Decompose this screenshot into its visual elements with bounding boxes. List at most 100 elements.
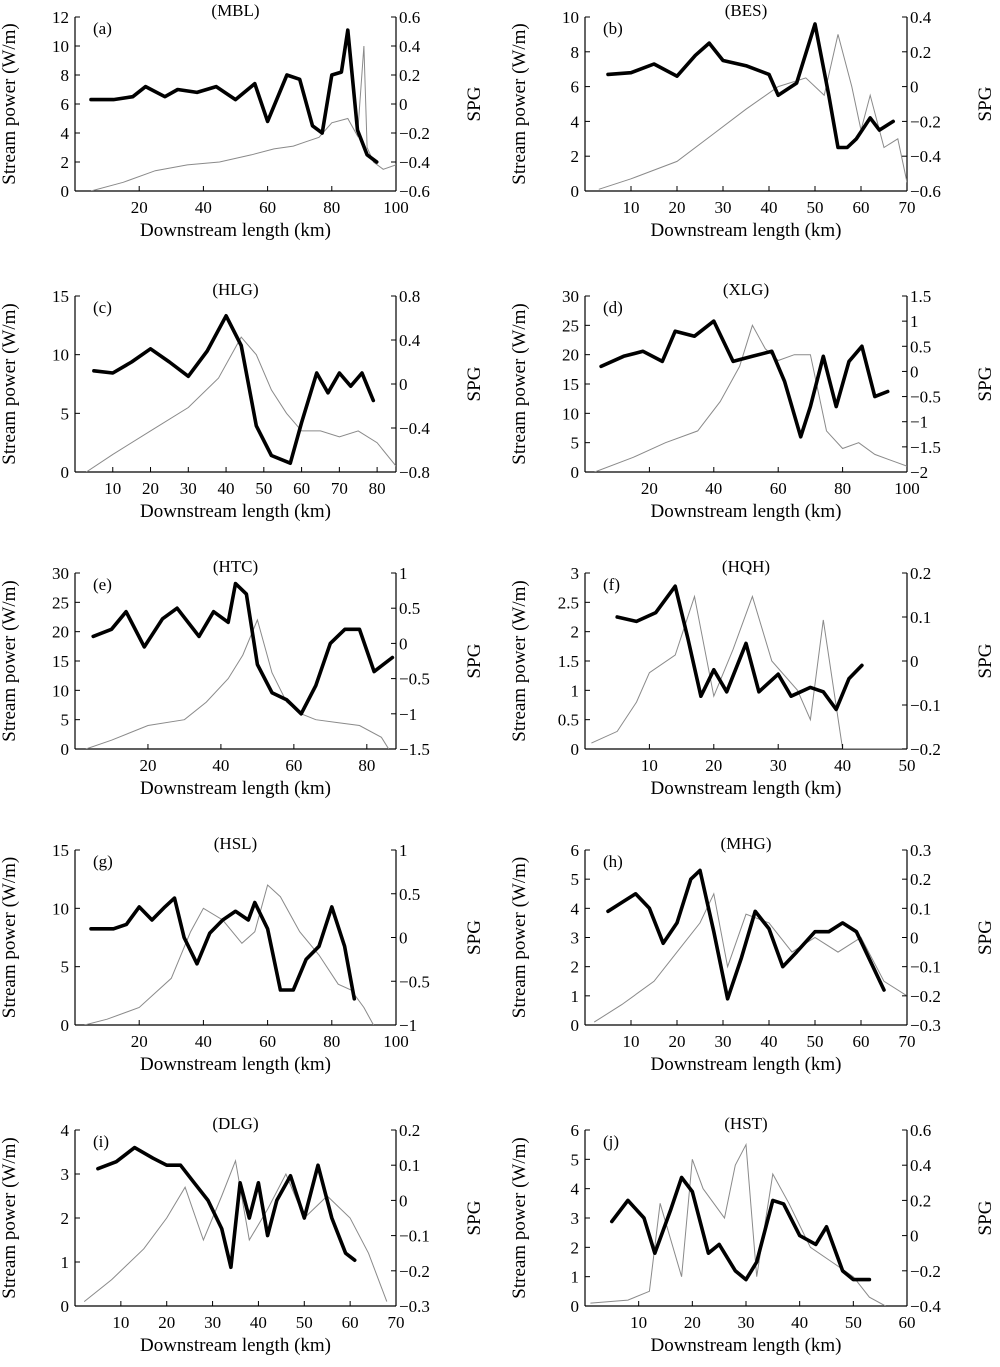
y2-axis-label: SPG	[464, 920, 485, 955]
spg-series-line	[599, 319, 890, 439]
y-tick-label: 10	[562, 8, 579, 27]
y-tick-label: 8	[571, 43, 580, 62]
y2-tick-label: 1	[399, 564, 408, 583]
y2-tick-label: −0.5	[399, 670, 430, 689]
y-tick-label: 0	[571, 182, 580, 201]
y2-axis-label: SPG	[975, 366, 996, 401]
x-axis-label: Downstream length (km)	[650, 1335, 841, 1356]
y-axis-label: Stream power (W/m)	[0, 303, 20, 464]
x-tick-label: 20	[669, 198, 686, 217]
y-tick-label: 1	[571, 987, 580, 1006]
y-tick-label: 0	[61, 740, 70, 759]
x-tick-label: 20	[131, 1032, 148, 1051]
y-tick-label: 5	[571, 1150, 580, 1169]
y2-tick-label: −0.1	[910, 696, 941, 715]
x-tick-label: 20	[139, 756, 156, 775]
chart-title: (MHG)	[721, 834, 772, 853]
y-tick-label: 25	[562, 316, 579, 335]
y-tick-label: 3	[571, 929, 580, 948]
y-tick-label: 30	[562, 287, 579, 306]
x-tick-label: 40	[791, 1313, 808, 1332]
panel-label: (c)	[93, 298, 112, 317]
x-tick-label: 80	[323, 198, 340, 217]
y-axis-label: Stream power (W/m)	[0, 580, 20, 741]
y2-tick-label: 0	[910, 1227, 919, 1246]
y2-tick-label: 0.4	[910, 1156, 932, 1175]
y2-axis-label: SPG	[975, 86, 996, 121]
chart-panel-5: 0 0.5 1 1.5 2 2.5 3 −0.2 −0.1 0 0.1 0.2 10 20 30 40 50 (f…	[509, 557, 996, 799]
y2-tick-label: 0.8	[399, 287, 420, 306]
x-tick-label: 40	[195, 1032, 212, 1051]
x-tick-label: 50	[899, 756, 916, 775]
y-tick-label: 15	[52, 287, 69, 306]
x-tick-label: 30	[738, 1313, 755, 1332]
y2-tick-label: −0.5	[399, 972, 430, 991]
y2-tick-label: −0.4	[399, 419, 430, 438]
y2-tick-label: −0.2	[399, 124, 430, 143]
x-tick-label: 20	[684, 1313, 701, 1332]
x-tick-label: 80	[323, 1032, 340, 1051]
y2-tick-label: 0	[910, 929, 919, 948]
stream-power-series-line	[598, 34, 907, 190]
y-tick-label: 5	[61, 711, 70, 730]
y-tick-label: 6	[571, 78, 580, 97]
x-tick-label: 50	[807, 198, 824, 217]
x-tick-label: 10	[623, 1032, 640, 1051]
x-axis-label: Downstream length (km)	[140, 220, 331, 241]
y2-tick-label: −0.2	[910, 112, 941, 131]
spg-series-line	[609, 1175, 872, 1282]
y-tick-label: 2	[61, 1209, 70, 1228]
y2-tick-label: −1.5	[399, 740, 430, 759]
y-tick-label: 3	[571, 1209, 580, 1228]
chart-panel-2: 0 5 10 15 −0.8 −0.4 0 0.4 0.8 10 20 30 40 50 60 70 80 (c)…	[0, 280, 485, 522]
x-tick-label: 20	[131, 198, 148, 217]
y2-tick-label: −0.6	[399, 182, 430, 201]
y-tick-label: 0	[571, 463, 580, 482]
y2-tick-label: 0.1	[910, 899, 931, 918]
chart-panel-8: 0 1 2 3 4 −0.3 −0.2 −0.1 0 0.1 0.2 10 20 30 40 50 60 70 (i…	[0, 1114, 485, 1356]
chart-panel-1: 0 2 4 6 8 10 −0.6 −0.4 −0.2 0 0.2 0.4 10 20 30 40 50 60 70…	[509, 1, 996, 241]
stream-power-series-line	[591, 594, 907, 749]
x-tick-label: 50	[255, 479, 272, 498]
y-axis-label: Stream power (W/m)	[0, 1137, 20, 1298]
x-tick-label: 40	[250, 1313, 267, 1332]
y-tick-label: 30	[52, 564, 69, 583]
y2-tick-label: −0.4	[399, 153, 430, 172]
x-tick-label: 20	[705, 756, 722, 775]
y2-axis-label: SPG	[975, 1200, 996, 1235]
y-tick-label: 2.5	[558, 593, 579, 612]
stream-power-series-line	[590, 1142, 886, 1306]
y2-tick-label: 0.3	[910, 841, 931, 860]
chart-panel-6: 0 5 10 15 −1 −0.5 0 0.5 1 20 40 60 80 100 (g) (HSL) Down…	[0, 834, 485, 1075]
y2-tick-label: 1	[910, 312, 919, 331]
x-tick-label: 10	[630, 1313, 647, 1332]
y-tick-label: 4	[571, 1180, 580, 1199]
y2-axis-label: SPG	[464, 366, 485, 401]
y2-axis-label: SPG	[464, 86, 485, 121]
y2-tick-label: −0.3	[399, 1297, 430, 1316]
y-tick-label: 1	[571, 1268, 580, 1287]
y-tick-label: 4	[571, 112, 580, 131]
y-tick-label: 10	[52, 37, 69, 56]
y-tick-label: 12	[52, 8, 69, 27]
y-tick-label: 1.5	[558, 652, 579, 671]
stream-power-series-line	[84, 884, 374, 1025]
x-tick-label: 40	[761, 198, 778, 217]
y-axis-label: Stream power (W/m)	[509, 580, 530, 741]
y2-tick-label: 0.1	[399, 1156, 420, 1175]
x-axis-label: Downstream length (km)	[140, 1054, 331, 1075]
y-tick-label: 6	[571, 841, 580, 860]
y-tick-label: 0	[61, 1016, 70, 1035]
y2-tick-label: 0	[399, 929, 408, 948]
x-axis-label: Downstream length (km)	[140, 1335, 331, 1356]
y-tick-label: 5	[61, 958, 70, 977]
panel-label: (d)	[603, 298, 623, 317]
x-tick-label: 60	[259, 198, 276, 217]
y2-tick-label: 0.2	[399, 66, 420, 85]
y-tick-label: 25	[52, 593, 69, 612]
y-tick-label: 1	[61, 1253, 70, 1272]
panel-label: (a)	[93, 19, 112, 38]
x-tick-label: 80	[369, 479, 386, 498]
y-tick-label: 3	[61, 1165, 70, 1184]
x-tick-label: 100	[383, 1032, 409, 1051]
